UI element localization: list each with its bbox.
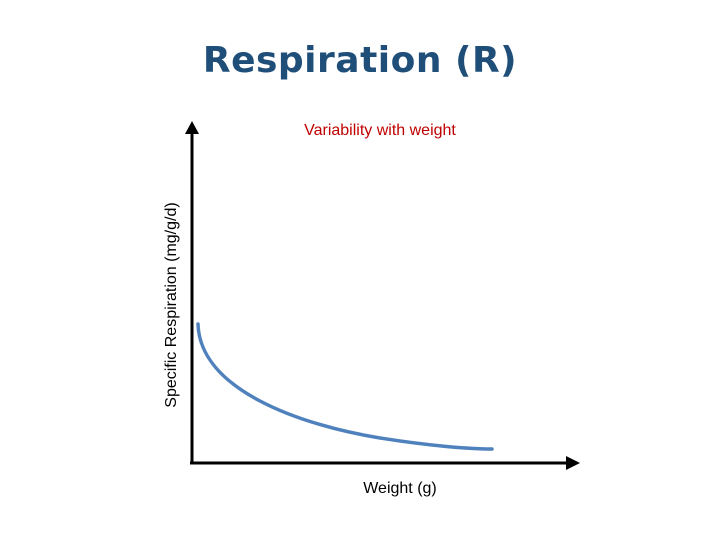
respiration-curve	[196, 322, 494, 451]
slide-title: Respiration (R)	[202, 40, 518, 81]
y-axis-arrowhead	[185, 121, 199, 134]
x-axis-arrowhead	[566, 456, 580, 470]
chart-subtitle: Variability with weight	[304, 122, 456, 139]
y-axis-label: Specific Respiration (mg/g/d)	[163, 202, 180, 408]
x-axis-label: Weight (g)	[363, 480, 437, 497]
